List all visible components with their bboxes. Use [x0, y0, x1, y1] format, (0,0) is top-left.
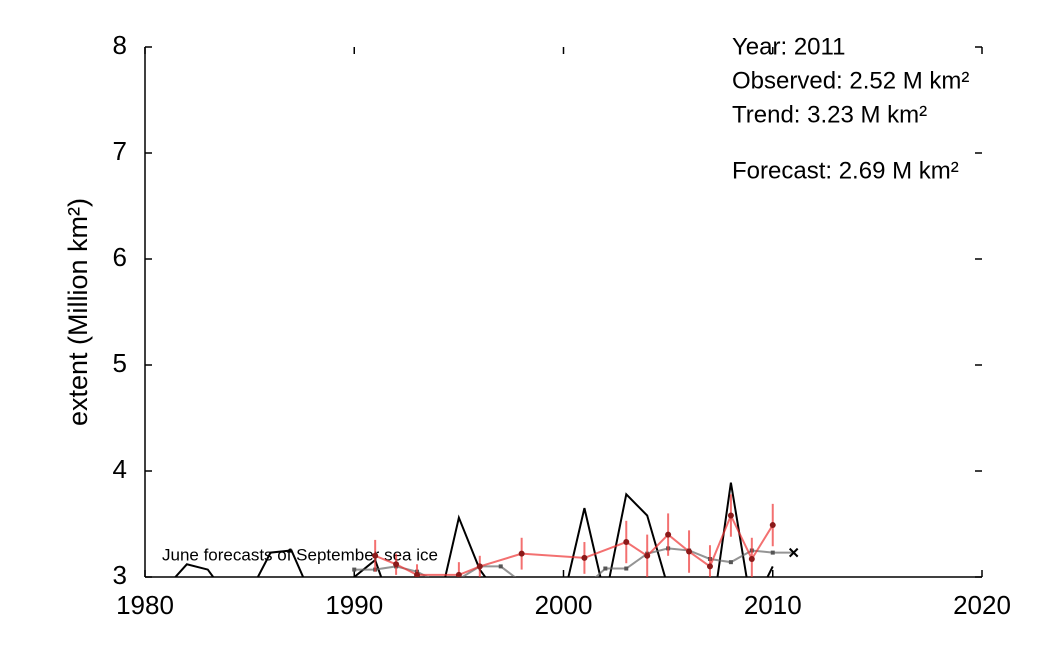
x-tick-label: 2020 [953, 590, 1011, 620]
forecast-point [748, 555, 755, 562]
forecast-point [686, 548, 693, 555]
forecast-point [727, 512, 734, 519]
forecast-point [393, 561, 400, 568]
y-tick-label: 6 [113, 242, 127, 272]
y-tick-label: 5 [113, 348, 127, 378]
series-line [354, 547, 794, 577]
x-tick-label: 1980 [116, 590, 174, 620]
forecast-point [623, 539, 630, 546]
note: June forecasts of September sea ice [162, 545, 438, 564]
trend-point [603, 566, 608, 571]
series-line [174, 482, 774, 577]
trend-point [352, 567, 357, 572]
trend-point [770, 550, 775, 555]
forecast-point [518, 550, 525, 557]
trend-point [436, 580, 440, 584]
annotation: Forecast: 2.69 M km² [732, 157, 959, 184]
x-tick-label: 2000 [535, 590, 593, 620]
plot-content [174, 482, 799, 584]
y-axis-label: extent (Million km²) [63, 198, 93, 426]
x-tick-label: 1990 [325, 590, 383, 620]
y-tick-label: 7 [113, 136, 127, 166]
y-tick-label: 8 [113, 30, 127, 60]
forecast-point [581, 554, 588, 561]
forecast-point [769, 522, 776, 529]
trend-point [728, 560, 733, 565]
annotation: Trend: 3.23 M km² [732, 101, 927, 128]
forecast-point [706, 563, 713, 570]
trend-point [520, 580, 524, 584]
forecast-point [414, 571, 421, 577]
trend-point [498, 564, 503, 569]
forecast-point [644, 552, 651, 559]
y-tick-label: 4 [113, 454, 127, 484]
forecast-point [372, 552, 379, 559]
annotation: Observed: 2.52 M km² [732, 67, 969, 94]
forecast-point [665, 531, 672, 538]
forecast-point [455, 571, 462, 577]
x-tick-label: 2010 [744, 590, 802, 620]
annotation: Year: 2011 [732, 33, 845, 60]
trend-point [624, 566, 629, 571]
trend-marker [788, 547, 799, 558]
y-tick-label: 3 [113, 560, 127, 590]
forecast-point [476, 563, 483, 570]
